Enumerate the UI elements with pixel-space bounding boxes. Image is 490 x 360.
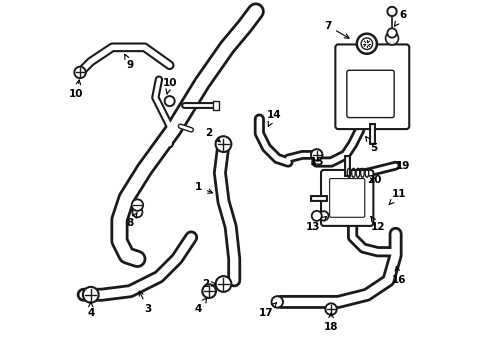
Text: 10: 10 <box>163 78 177 94</box>
Circle shape <box>132 207 143 217</box>
Text: 12: 12 <box>370 216 385 231</box>
Text: 8: 8 <box>126 213 137 228</box>
Circle shape <box>319 211 329 221</box>
Text: 4: 4 <box>87 302 95 318</box>
Text: 17: 17 <box>259 303 276 318</box>
Text: 14: 14 <box>267 111 281 126</box>
Text: 19: 19 <box>395 161 410 171</box>
Text: 5: 5 <box>366 136 378 153</box>
Text: 9: 9 <box>125 54 134 70</box>
FancyBboxPatch shape <box>347 70 394 118</box>
Circle shape <box>386 32 398 45</box>
Text: 1: 1 <box>195 182 213 193</box>
Circle shape <box>325 303 337 315</box>
Circle shape <box>312 211 322 221</box>
Circle shape <box>83 287 98 303</box>
Text: 7: 7 <box>324 21 349 38</box>
Text: 13: 13 <box>306 217 326 231</box>
Text: 11: 11 <box>389 189 406 204</box>
Text: 18: 18 <box>324 313 338 332</box>
Text: 2: 2 <box>202 279 216 289</box>
Circle shape <box>271 296 283 308</box>
Text: 6: 6 <box>394 10 406 26</box>
Bar <box>213 101 219 110</box>
Circle shape <box>202 284 216 298</box>
Text: 4: 4 <box>195 298 207 314</box>
Circle shape <box>74 67 86 78</box>
Circle shape <box>388 7 397 16</box>
FancyBboxPatch shape <box>321 170 373 226</box>
Text: 3: 3 <box>139 291 152 314</box>
Text: 15: 15 <box>310 157 324 167</box>
Circle shape <box>216 276 231 292</box>
FancyBboxPatch shape <box>335 44 409 129</box>
Text: 20: 20 <box>367 175 381 185</box>
Circle shape <box>388 28 397 38</box>
Text: 10: 10 <box>69 80 84 99</box>
Circle shape <box>132 199 143 211</box>
Circle shape <box>311 149 322 161</box>
Text: 16: 16 <box>392 266 406 285</box>
Circle shape <box>216 136 231 152</box>
Circle shape <box>165 96 175 106</box>
FancyBboxPatch shape <box>330 179 365 217</box>
Text: 2: 2 <box>205 129 221 142</box>
Circle shape <box>357 34 377 54</box>
